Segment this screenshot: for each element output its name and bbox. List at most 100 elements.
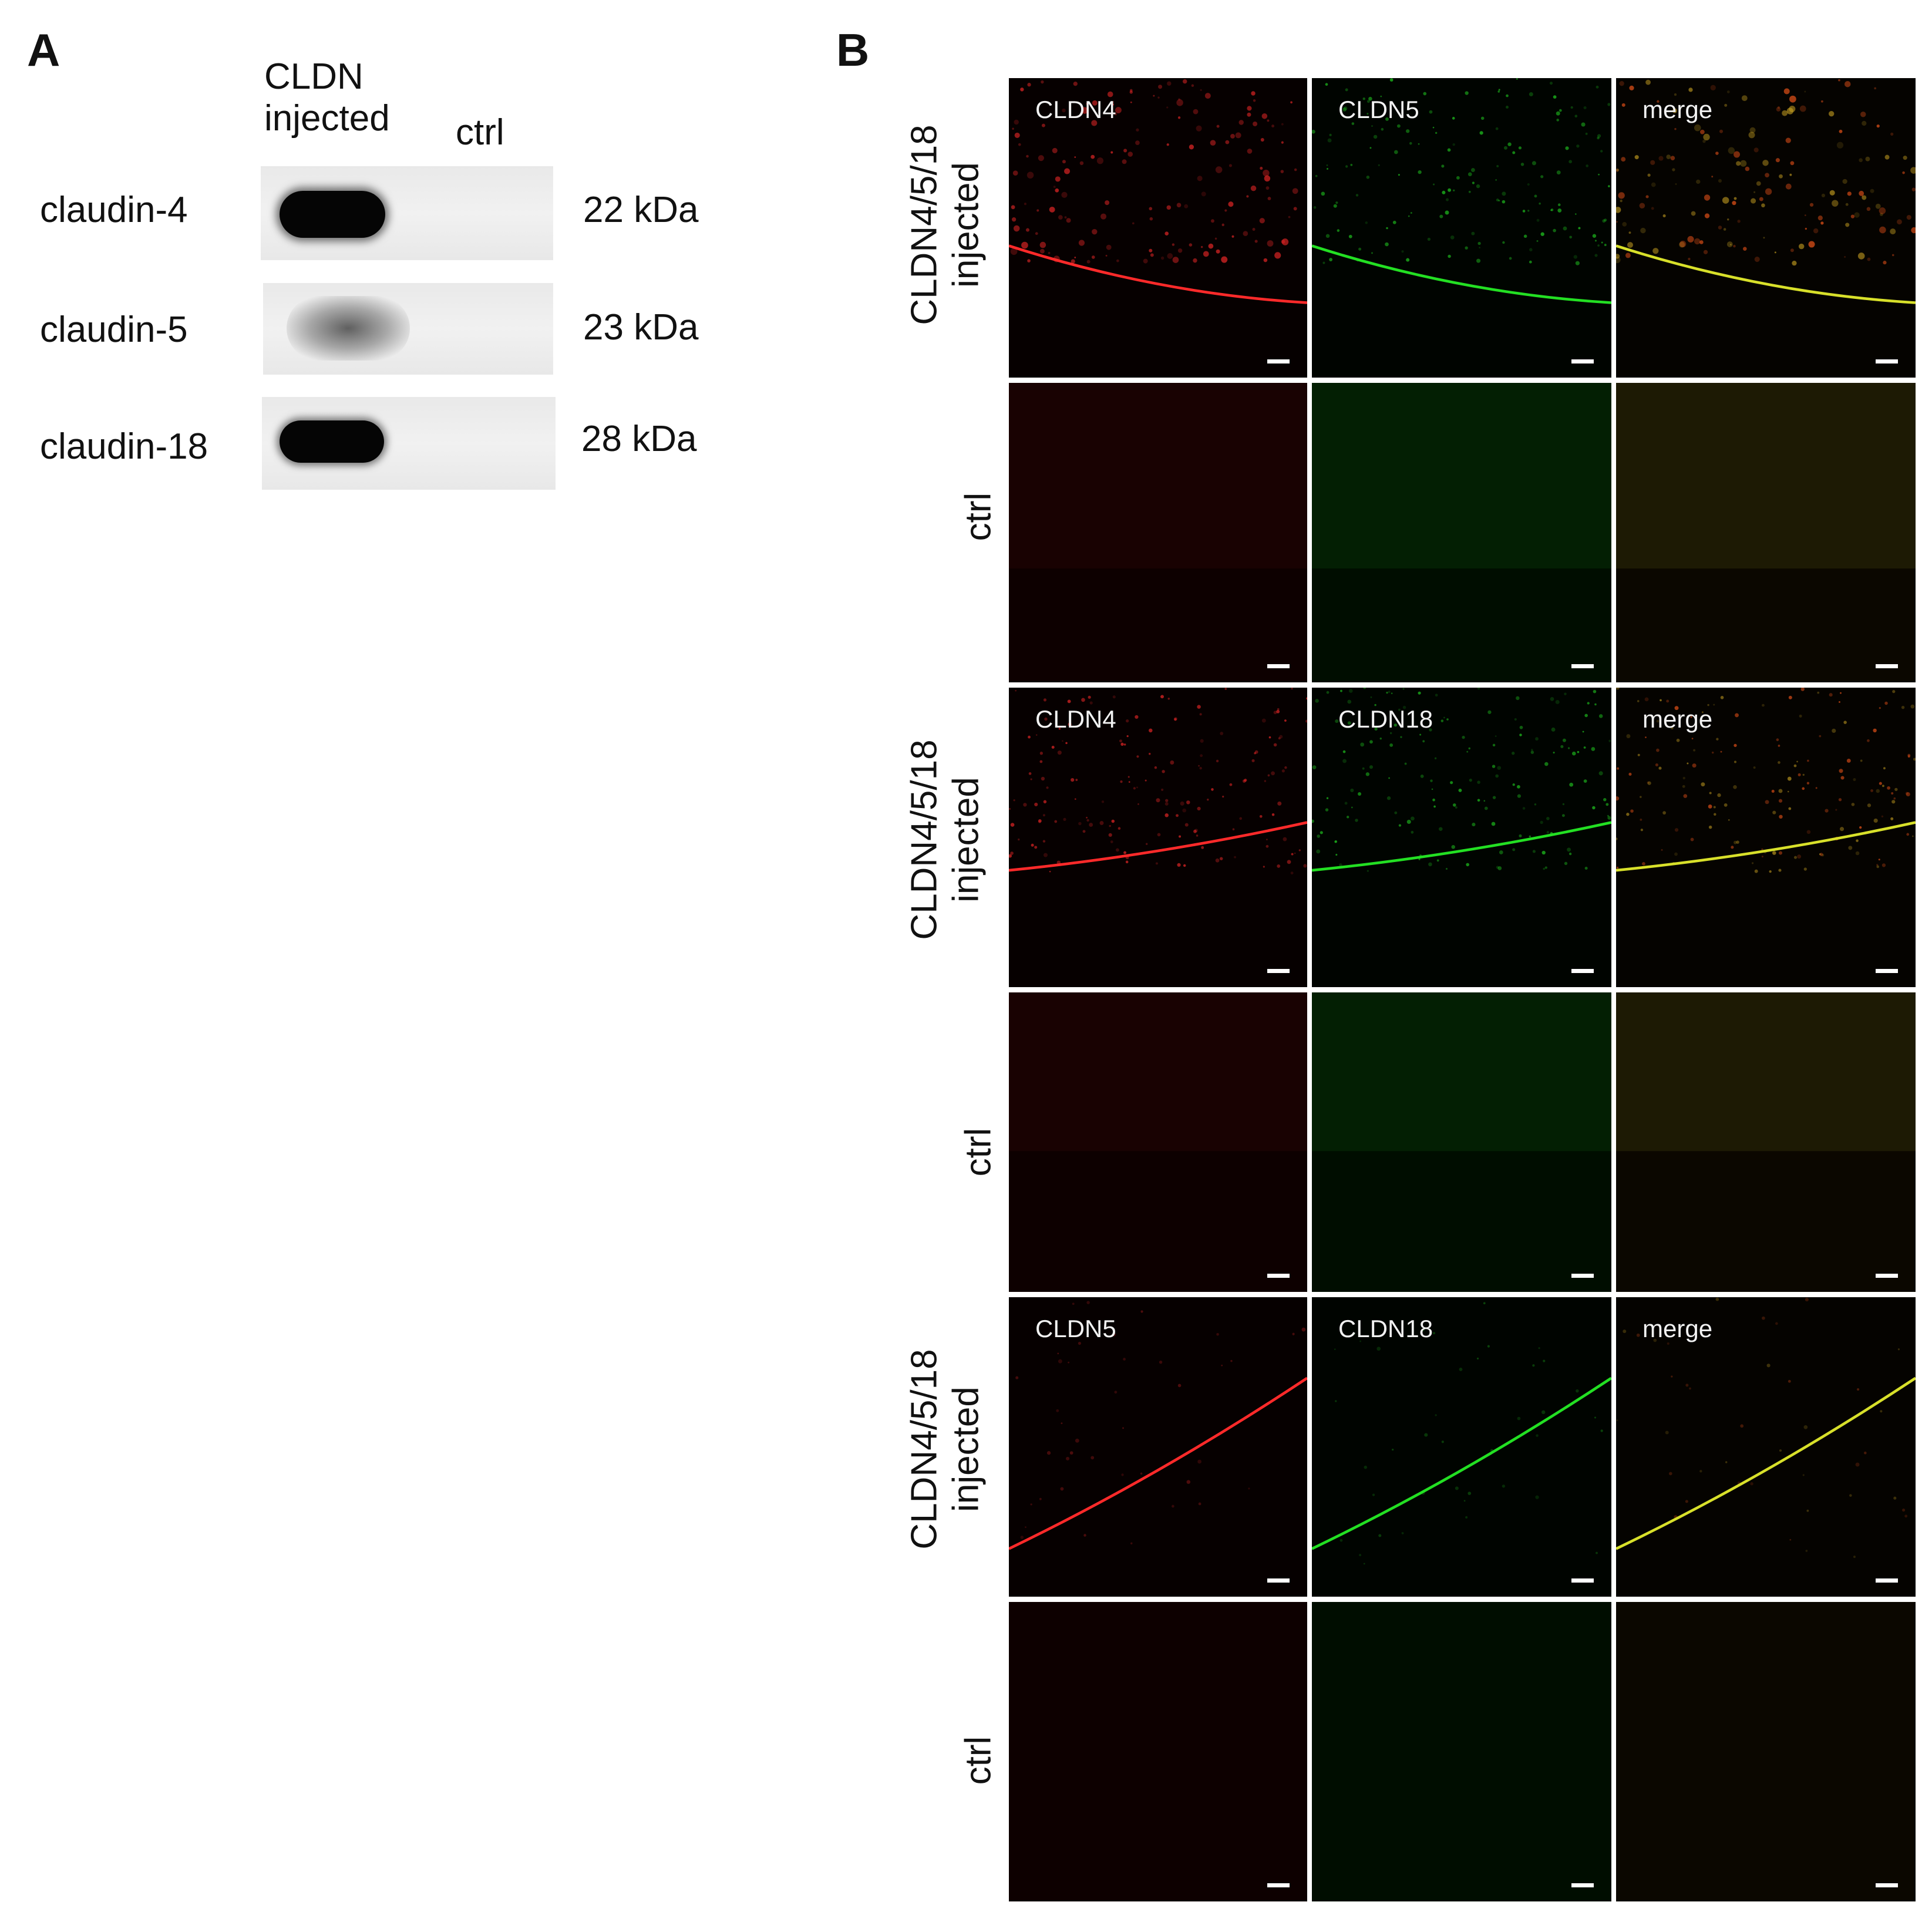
- speckle: [1723, 228, 1726, 231]
- speckle: [1055, 188, 1059, 193]
- micrograph-image: [1009, 79, 1307, 304]
- speckle: [1120, 742, 1124, 746]
- speckle: [1546, 817, 1550, 820]
- speckle: [1761, 848, 1763, 851]
- speckle: [1688, 87, 1693, 92]
- speckle: [1766, 1364, 1771, 1368]
- speckle: [1422, 740, 1425, 743]
- speckle: [1876, 865, 1880, 869]
- speckle: [1250, 185, 1257, 191]
- micrograph-ctrl: [1616, 1602, 1916, 1901]
- speckle: [1584, 713, 1588, 718]
- speckle: [1203, 251, 1209, 257]
- speckle: [1630, 809, 1634, 813]
- speckle: [1312, 130, 1315, 134]
- speckle: [1184, 823, 1189, 827]
- speckle: [1549, 82, 1553, 85]
- speckle: [1056, 1409, 1059, 1412]
- membrane-signal-line: [1009, 244, 1307, 304]
- speckle: [1347, 721, 1351, 725]
- speckle: [1211, 788, 1214, 791]
- speckle: [1362, 97, 1365, 100]
- speckle: [1645, 79, 1651, 85]
- speckle: [1174, 717, 1177, 721]
- speckle: [1754, 257, 1760, 262]
- speckle: [1034, 846, 1038, 849]
- scale-bar: [1876, 969, 1898, 973]
- speckle: [1023, 803, 1027, 807]
- speckle: [1815, 787, 1817, 789]
- speckle: [1708, 805, 1712, 809]
- speckle: [1090, 154, 1095, 159]
- speckle: [1674, 852, 1678, 856]
- speckle: [1176, 99, 1183, 106]
- speckle: [1883, 767, 1886, 770]
- background-haze: [1312, 383, 1611, 569]
- speckle: [1468, 747, 1470, 750]
- row-label-injected-line2: injected: [946, 1386, 987, 1512]
- speckle: [1803, 1425, 1808, 1429]
- speckle: [1208, 243, 1214, 249]
- speckle: [1775, 158, 1780, 163]
- speckle: [1149, 207, 1153, 211]
- speckle: [1693, 749, 1696, 752]
- speckle: [1363, 688, 1366, 689]
- speckle: [1714, 813, 1716, 816]
- speckle: [1389, 78, 1394, 82]
- speckle: [1433, 183, 1435, 186]
- speckle: [1265, 844, 1269, 848]
- speckle: [1645, 195, 1649, 198]
- speckle: [1135, 140, 1140, 146]
- speckle: [1455, 806, 1458, 809]
- speckle: [1166, 106, 1169, 109]
- panel-b-letter: B: [836, 24, 870, 76]
- speckle: [1193, 829, 1197, 833]
- speckle: [1694, 238, 1701, 245]
- speckle: [1560, 745, 1564, 749]
- speckle: [1514, 718, 1517, 721]
- speckle: [1789, 1539, 1792, 1541]
- speckle: [1342, 759, 1347, 763]
- speckle: [1763, 237, 1765, 239]
- speckle: [1129, 89, 1133, 92]
- speckle: [1691, 211, 1696, 216]
- speckle: [1196, 125, 1202, 132]
- speckle: [1099, 821, 1104, 825]
- speckle: [1121, 1473, 1124, 1476]
- micrograph-image: [1312, 383, 1611, 569]
- speckle: [1567, 747, 1570, 749]
- speckle: [1200, 89, 1202, 92]
- channel-label: merge: [1642, 1315, 1713, 1342]
- speckle: [1024, 203, 1026, 206]
- speckle: [1564, 861, 1568, 866]
- speckle: [1284, 719, 1287, 722]
- speckle: [1238, 120, 1244, 125]
- speckle: [1805, 227, 1808, 230]
- speckle: [1506, 106, 1509, 109]
- speckle: [1623, 1329, 1627, 1334]
- speckle: [1027, 259, 1031, 262]
- speckle: [1487, 710, 1492, 714]
- speckle: [1625, 253, 1631, 258]
- speckle: [1228, 201, 1234, 207]
- speckle: [1788, 1379, 1791, 1383]
- scale-bar: [1876, 664, 1898, 668]
- speckle: [1221, 223, 1224, 227]
- speckle: [1607, 103, 1611, 106]
- speckle: [1779, 174, 1783, 179]
- speckle: [1044, 717, 1048, 721]
- speckle: [1883, 261, 1887, 265]
- speckle: [1825, 809, 1829, 813]
- speckle: [1616, 254, 1620, 259]
- speckle: [1039, 760, 1043, 763]
- speckle: [1248, 1487, 1250, 1490]
- speckle: [1315, 699, 1319, 703]
- speckle: [1674, 706, 1679, 711]
- speckle: [1115, 107, 1122, 114]
- speckle: [1517, 794, 1522, 798]
- channel-label: merge: [1642, 705, 1713, 733]
- speckle: [1555, 699, 1560, 704]
- speckle: [1320, 831, 1323, 834]
- speckle: [1225, 140, 1230, 144]
- speckle: [1476, 1357, 1479, 1360]
